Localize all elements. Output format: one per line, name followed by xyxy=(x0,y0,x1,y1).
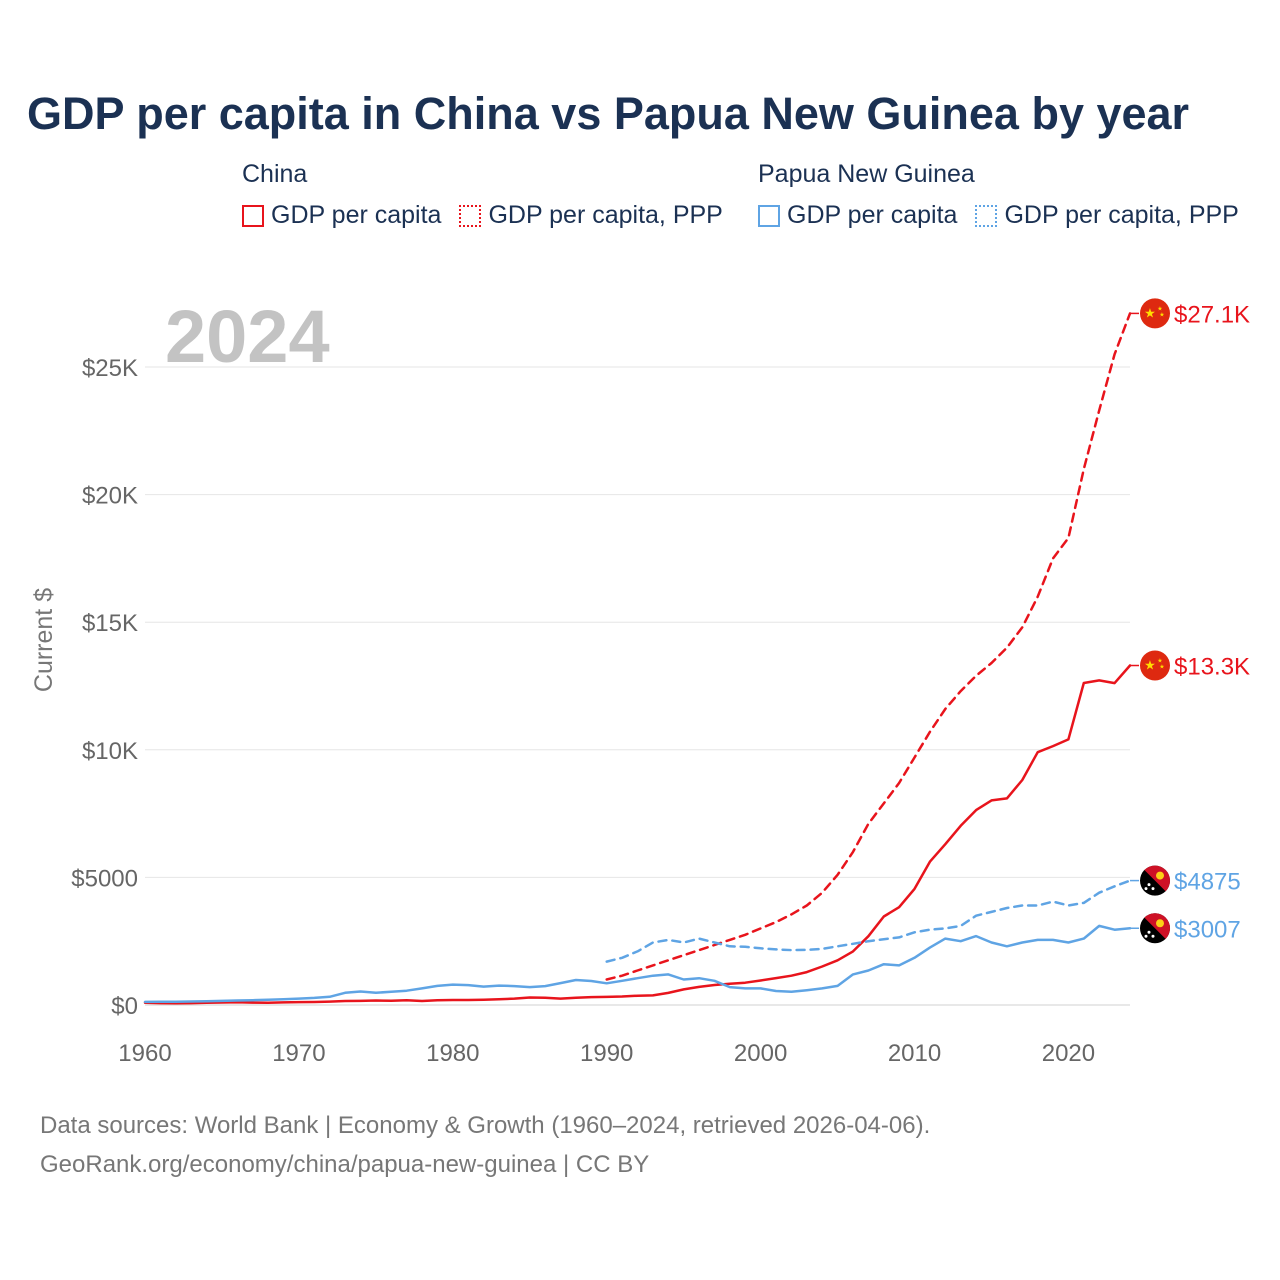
papua-new-guinea-flag-star-icon xyxy=(1144,887,1148,891)
legend-item-png-gdp-ppp[interactable]: GDP per capita, PPP xyxy=(975,201,1239,230)
legend-item-china-gdp-ppp[interactable]: GDP per capita, PPP xyxy=(459,201,723,230)
end-value-label: $27.1K xyxy=(1174,301,1250,328)
x-tick-label: 1960 xyxy=(118,1040,171,1067)
legend-label: GDP per capita xyxy=(271,201,442,229)
year-label: 2024 xyxy=(165,295,330,378)
china-flag-small-star-icon: ★ xyxy=(1159,311,1164,318)
papua-new-guinea-flag-star-icon xyxy=(1147,930,1151,934)
legend-item-png-gdp[interactable]: GDP per capita xyxy=(758,201,957,230)
papua-new-guinea-flag-star-icon xyxy=(1144,934,1148,938)
series-line-3 xyxy=(143,924,1132,1004)
series-line-0 xyxy=(605,312,1132,981)
china-flag-icon xyxy=(1140,298,1170,329)
legend-swatch xyxy=(459,204,482,227)
legend-group-papua-new-guinea: Papua New Guinea GDP per capita GDP per … xyxy=(758,160,1239,230)
china-flag-small-star-icon: ★ xyxy=(1157,658,1162,665)
footer-source: Data sources: World Bank | Economy & Gro… xyxy=(40,1112,931,1139)
y-tick-label: $0 xyxy=(111,993,138,1020)
x-tick-label: 2010 xyxy=(888,1040,941,1067)
china-flag-star-icon: ★ xyxy=(1144,305,1156,320)
legend-swatch xyxy=(758,204,780,227)
papua-new-guinea-flag-bird-icon xyxy=(1156,919,1164,928)
papua-new-guinea-flag-bird-icon xyxy=(1156,871,1164,880)
y-tick-label: $10K xyxy=(82,738,138,765)
legend-item-china-gdp[interactable]: GDP per capita xyxy=(242,201,441,230)
end-value-label: $13.3K xyxy=(1174,654,1250,681)
legend-group-title: China xyxy=(242,160,308,188)
papua-new-guinea-flag-star-icon xyxy=(1151,934,1155,938)
legend-group-china: China GDP per capita GDP per capita, PPP xyxy=(242,160,723,230)
china-flag-small-star-icon: ★ xyxy=(1157,305,1162,312)
papua-new-guinea-flag-star-icon xyxy=(1147,883,1151,887)
china-flag-small-star-icon: ★ xyxy=(1159,664,1164,671)
legend-label: GDP per capita, PPP xyxy=(488,201,723,229)
legend-label: GDP per capita, PPP xyxy=(1004,201,1239,229)
papua-new-guinea-flag-star-icon xyxy=(1151,887,1155,891)
legend-label: GDP per capita xyxy=(787,201,958,229)
y-tick-label: $25K xyxy=(82,355,138,382)
y-tick-label: $15K xyxy=(82,610,138,637)
chart-title: GDP per capita in China vs Papua New Gui… xyxy=(27,88,1190,139)
legend-swatch xyxy=(242,204,264,227)
footer: Data sources: World Bank | Economy & Gro… xyxy=(40,1106,930,1184)
x-tick-label: 1970 xyxy=(272,1040,325,1067)
china-flag-star-icon: ★ xyxy=(1144,658,1156,673)
series-line-1 xyxy=(143,664,1132,1005)
china-flag-icon xyxy=(1140,650,1170,681)
end-value-label: $4875 xyxy=(1174,869,1241,896)
x-tick-label: 1980 xyxy=(426,1040,479,1067)
legend-group-title: Papua New Guinea xyxy=(758,160,975,188)
series-line-2 xyxy=(605,879,1132,963)
y-tick-label: $20K xyxy=(82,483,138,510)
legend-swatch xyxy=(975,204,998,227)
end-value-label: $3007 xyxy=(1174,916,1241,943)
x-tick-label: 2020 xyxy=(1042,1040,1095,1067)
x-tick-label: 2000 xyxy=(734,1040,787,1067)
y-axis-label: Current $ xyxy=(30,588,58,692)
y-tick-label: $5000 xyxy=(71,865,138,892)
x-tick-label: 1990 xyxy=(580,1040,633,1067)
footer-credit: GeoRank.org/economy/china/papua-new-guin… xyxy=(40,1151,650,1178)
